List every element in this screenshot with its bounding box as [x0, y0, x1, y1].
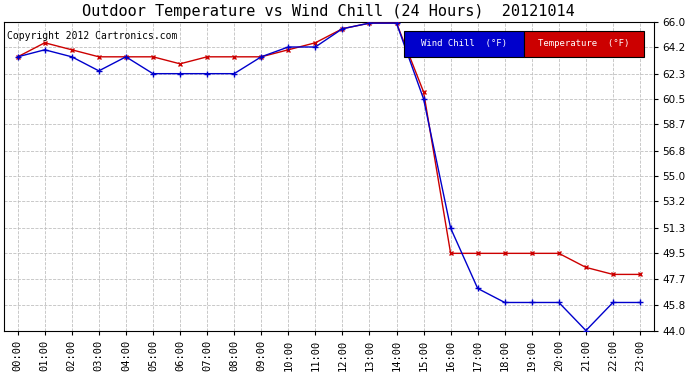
Text: Wind Chill  (°F): Wind Chill (°F) — [421, 39, 507, 48]
Text: Temperature  (°F): Temperature (°F) — [538, 39, 630, 48]
FancyBboxPatch shape — [404, 31, 524, 57]
Text: Copyright 2012 Cartronics.com: Copyright 2012 Cartronics.com — [8, 31, 178, 41]
Title: Outdoor Temperature vs Wind Chill (24 Hours)  20121014: Outdoor Temperature vs Wind Chill (24 Ho… — [83, 4, 575, 19]
FancyBboxPatch shape — [524, 31, 644, 57]
